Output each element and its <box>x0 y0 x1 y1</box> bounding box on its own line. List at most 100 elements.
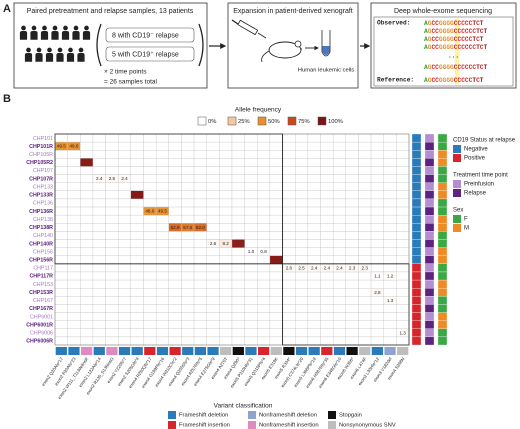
empty-cell <box>118 150 132 159</box>
empty-cell <box>54 166 68 175</box>
empty-cell <box>231 271 245 281</box>
empty-cell <box>320 296 334 305</box>
empty-cell <box>244 150 258 159</box>
empty-cell <box>396 223 410 232</box>
legend-title: Treatment time point <box>453 173 508 179</box>
row-label: CHP117 <box>33 266 53 272</box>
empty-cell <box>244 271 258 281</box>
empty-cell <box>358 255 372 265</box>
empty-cell <box>181 296 195 305</box>
variant-class <box>144 347 156 355</box>
empty-cell <box>143 336 157 346</box>
empty-cell <box>307 190 321 200</box>
empty-cell <box>193 247 207 256</box>
empty-cell <box>320 312 334 321</box>
empty-cell <box>332 231 346 240</box>
variant-class <box>118 347 131 355</box>
variant-class <box>182 347 194 355</box>
empty-cell <box>155 247 169 256</box>
legend-swatch <box>453 154 461 162</box>
empty-cell <box>206 206 220 216</box>
empty-cell <box>345 336 359 346</box>
empty-cell <box>282 328 296 338</box>
empty-cell <box>181 263 195 273</box>
cell <box>67 141 81 151</box>
empty-cell <box>282 312 296 321</box>
empty-cell <box>257 133 271 143</box>
empty-cell <box>193 158 207 167</box>
empty-cell <box>320 150 334 159</box>
empty-cell <box>105 231 119 240</box>
empty-cell <box>219 141 233 151</box>
column-label: exon2 Q20Afs*17 <box>41 356 65 387</box>
legend-title: Variant classification <box>214 403 273 410</box>
empty-cell <box>80 296 94 305</box>
empty-cell <box>257 296 271 305</box>
empty-cell <box>257 214 271 224</box>
annotation-cell <box>424 239 435 248</box>
empty-cell <box>80 133 94 143</box>
empty-cell <box>370 231 384 240</box>
annotation-cell <box>437 223 448 232</box>
legend-label: Nonsynonymous SNV <box>339 423 396 429</box>
empty-cell <box>155 288 169 297</box>
legend-swatch <box>453 189 461 197</box>
empty-cell <box>219 190 233 200</box>
empty-cell <box>54 158 68 167</box>
group-text: 8 with CD19⁻ relapse <box>112 32 179 39</box>
empty-cell <box>92 312 106 321</box>
person-icon <box>19 25 28 40</box>
variant-class <box>245 347 257 355</box>
empty-cell <box>345 182 359 191</box>
empty-cell <box>370 239 384 248</box>
cell <box>231 239 245 248</box>
variant-class <box>207 347 219 355</box>
annotation-cell <box>437 336 448 346</box>
empty-cell <box>307 336 321 346</box>
empty-cell <box>282 271 296 281</box>
annotation-cell <box>437 255 448 264</box>
empty-cell <box>219 279 233 289</box>
row-label: CHP6006 <box>30 331 53 337</box>
row-label: CHP107 <box>33 168 53 174</box>
annotation-cell <box>424 206 435 216</box>
empty-cell <box>168 198 182 208</box>
empty-cell <box>269 271 283 281</box>
empty-cell <box>155 190 169 200</box>
variant-class <box>156 347 169 355</box>
empty-cell <box>219 312 233 321</box>
empty-cell <box>320 182 334 191</box>
legend-label: Preinfusion <box>464 182 494 188</box>
annotation-cell <box>424 263 435 273</box>
annotation-cell <box>437 304 448 313</box>
empty-cell <box>105 279 119 289</box>
empty-cell <box>143 279 157 289</box>
empty-cell <box>105 320 119 329</box>
sequence: AGCCGGGGCCCCCTCT <box>424 36 484 43</box>
empty-cell <box>118 190 132 200</box>
variant-class <box>333 347 346 355</box>
empty-cell <box>396 231 410 240</box>
legend-title: Sex <box>453 208 463 214</box>
empty-cell <box>193 150 207 159</box>
empty-cell <box>219 166 233 175</box>
empty-cell <box>320 247 334 256</box>
empty-cell <box>143 198 157 208</box>
cell-label: 0.8 <box>260 249 267 254</box>
empty-cell <box>206 336 220 346</box>
empty-cell <box>67 336 81 346</box>
empty-cell <box>358 206 372 216</box>
empty-cell <box>332 223 346 232</box>
cell-label: 8.2 <box>222 241 229 246</box>
empty-cell <box>105 288 119 297</box>
annotation-cell <box>411 320 422 329</box>
annotation-cell <box>437 239 448 248</box>
empty-cell <box>168 190 182 200</box>
empty-cell <box>370 141 384 151</box>
empty-cell <box>80 223 94 232</box>
empty-cell <box>181 328 195 338</box>
empty-cell <box>168 312 182 321</box>
annotation-cell <box>424 182 435 191</box>
empty-cell <box>231 247 245 256</box>
empty-cell <box>332 336 346 346</box>
